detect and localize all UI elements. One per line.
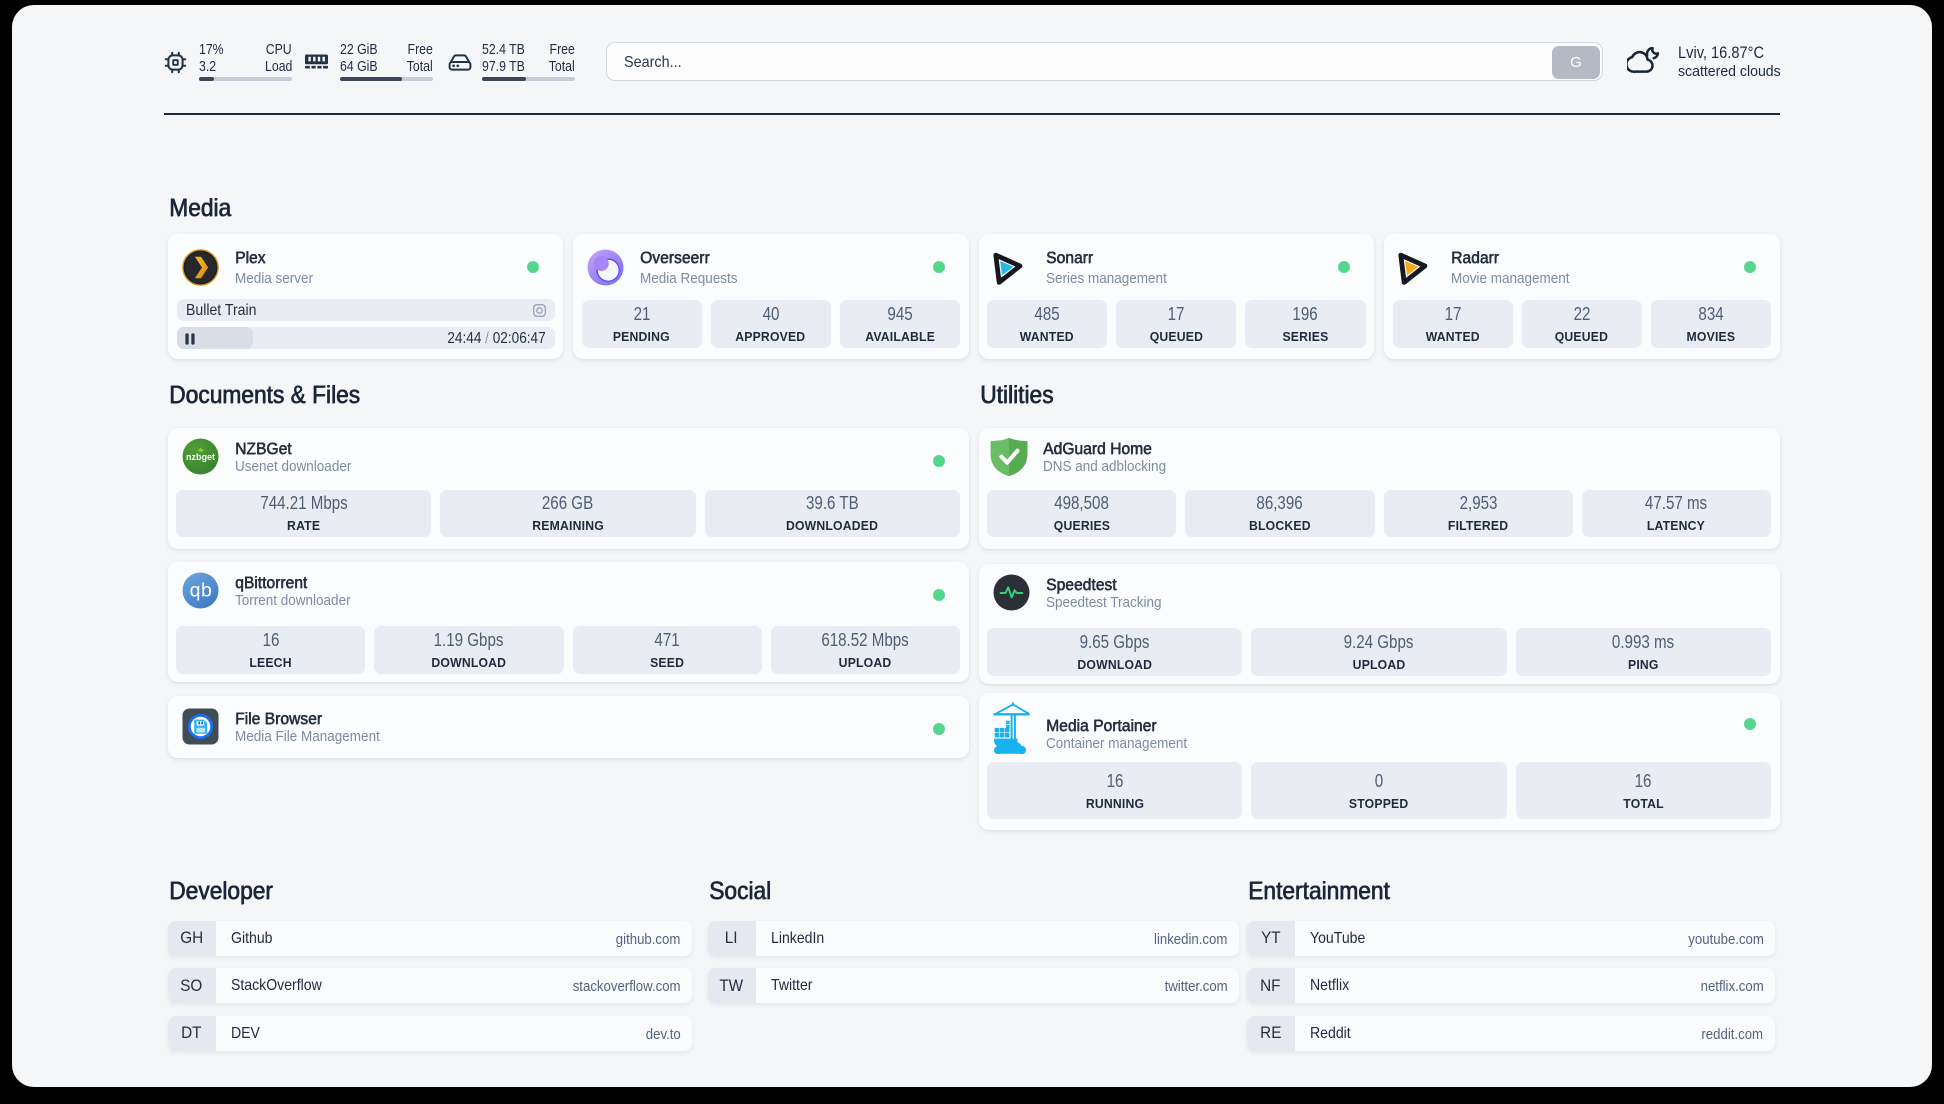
svg-text:qb: qb (189, 580, 212, 602)
svg-text:nzbget: nzbget (186, 451, 215, 461)
